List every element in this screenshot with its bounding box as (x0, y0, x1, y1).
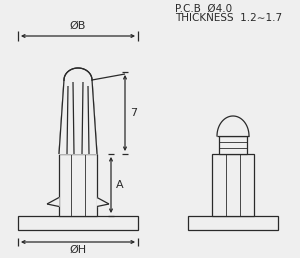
Bar (59, 154, 97, 216)
Bar (212, 154, 254, 216)
Text: A: A (116, 180, 124, 190)
Text: THICKNESS  1.2∼1.7: THICKNESS 1.2∼1.7 (175, 13, 282, 23)
Polygon shape (97, 198, 109, 206)
Bar (188, 216, 278, 230)
Text: ØH: ØH (69, 245, 87, 255)
Bar (219, 136, 247, 154)
Text: 7: 7 (130, 108, 138, 118)
Polygon shape (217, 116, 249, 136)
Polygon shape (59, 68, 97, 154)
Text: P.C.B  Ø4.0: P.C.B Ø4.0 (175, 4, 232, 14)
Text: ØB: ØB (70, 21, 86, 31)
Bar (18, 216, 138, 230)
Polygon shape (47, 198, 59, 206)
